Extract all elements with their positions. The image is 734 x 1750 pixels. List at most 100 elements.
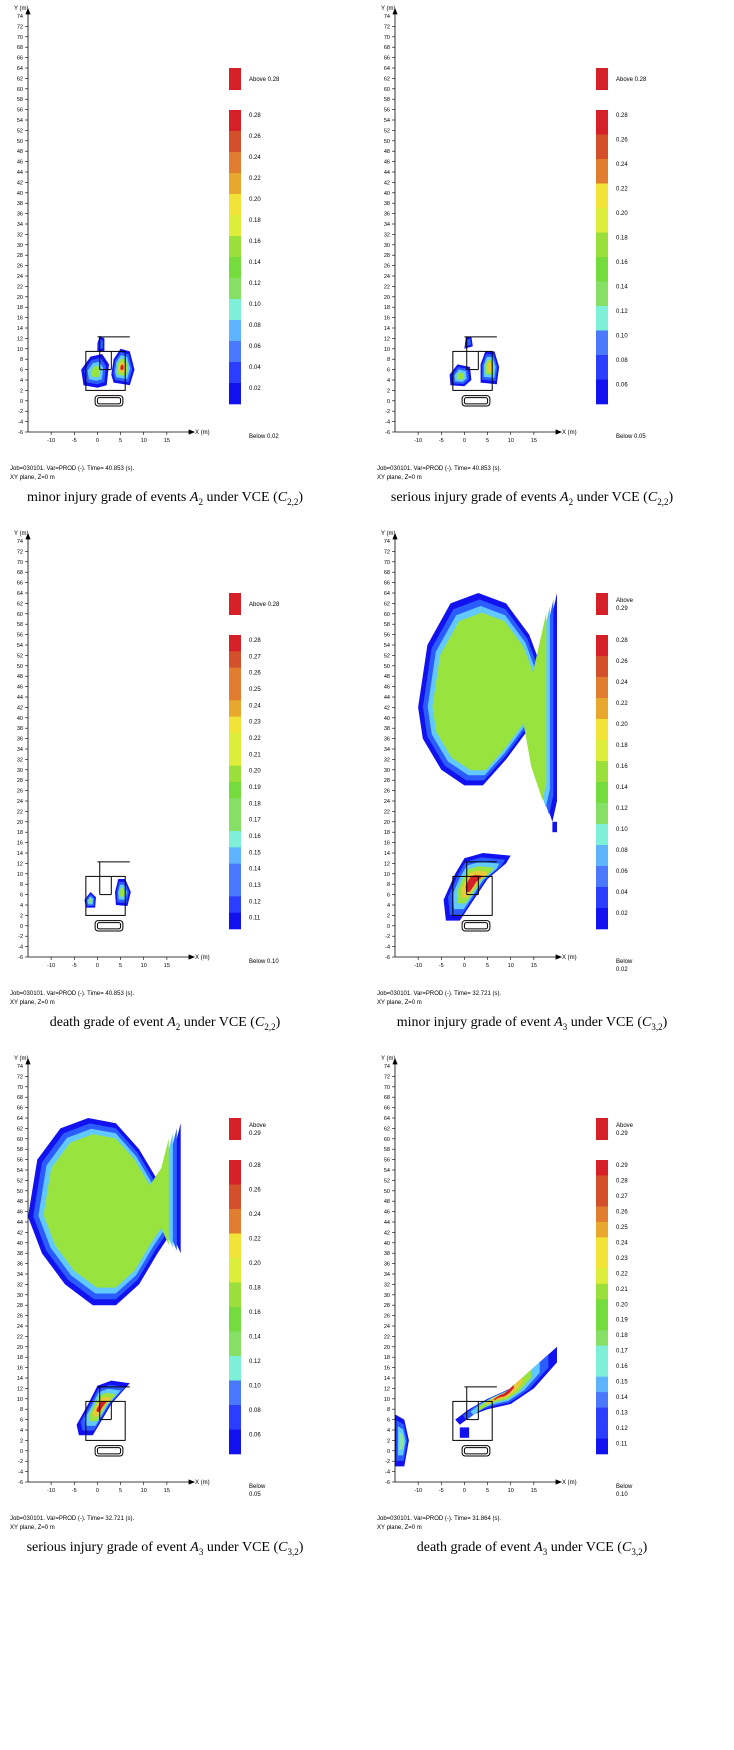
y-tick-label: -2: [18, 934, 23, 940]
caption-text: under VCE (: [573, 490, 648, 505]
caption-case-sub: 3,2: [631, 1546, 643, 1557]
y-tick-label: 28: [384, 778, 390, 784]
y-tick-label: 20: [384, 295, 390, 301]
y-tick-label: 26: [17, 1314, 23, 1320]
legend-above-label: Above 0.28: [616, 77, 647, 83]
caption-case-sub: 3,2: [651, 1021, 663, 1032]
plane-info-line: XY plane, Z=0 m: [10, 1000, 55, 1006]
plane-info-line: XY plane, Z=0 m: [377, 475, 422, 481]
y-tick-label: 74: [384, 539, 390, 545]
job-info-line: Job=030101. Var=PROD (-). Time= 40.853 (…: [377, 466, 501, 472]
legend-swatch: [229, 278, 241, 300]
y-tick-label: 72: [17, 549, 23, 555]
legend-level-label: 0.26: [249, 1188, 261, 1194]
legend-level-label: 0.08: [249, 323, 261, 329]
y-tick-label: 56: [17, 108, 23, 114]
y-axis-title: Y (m): [14, 1056, 29, 1062]
legend-swatch: [596, 1345, 608, 1362]
legend-swatch: [596, 719, 608, 741]
y-tick-label: 18: [384, 305, 390, 311]
x-axis-title: X (m): [195, 955, 210, 961]
y-tick-label: 14: [384, 326, 390, 332]
legend-swatch: [229, 1429, 241, 1455]
caption-text: serious injury grade of event: [26, 1540, 191, 1555]
legend-swatch: [229, 1184, 241, 1210]
plume-left-layer-3: [88, 898, 92, 903]
legend-level-label: 0.11: [616, 1442, 628, 1448]
figure-caption: minor injury grade of events A2 under VC…: [0, 490, 330, 507]
legend-swatch: [229, 257, 241, 279]
legend-below-label: 0.05: [249, 1492, 261, 1498]
y-tick-label: 4: [20, 903, 23, 909]
legend-level-label: 0.17: [249, 818, 261, 824]
legend-swatch: [596, 1221, 608, 1238]
y-tick-label: 2: [387, 388, 390, 394]
y-tick-label: 14: [384, 851, 390, 857]
y-tick-label: 18: [384, 830, 390, 836]
axes: [25, 532, 196, 960]
y-tick-label: 6: [387, 1418, 390, 1424]
tank-outline: [461, 395, 491, 407]
streak-plume-layer-5: [493, 1384, 514, 1401]
legend-level-label: 0.18: [616, 236, 628, 242]
legend-above-swatch: [229, 593, 241, 615]
y-tick-label: 64: [384, 1116, 390, 1122]
y-tick-label: 30: [384, 1293, 390, 1299]
legend-swatch: [229, 814, 241, 832]
legend-level-label: 0.22: [249, 176, 261, 182]
caption-event-sub: 3: [542, 1546, 548, 1557]
legend-swatch: [596, 1283, 608, 1300]
y-tick-label: 52: [384, 653, 390, 659]
y-tick-label: 38: [384, 726, 390, 732]
y-tick-label: 40: [17, 191, 23, 197]
y-tick-label: -2: [385, 1459, 390, 1465]
far-cloud-layer-3: [43, 1134, 169, 1288]
legend-swatch: [596, 1438, 608, 1455]
y-tick-label: 12: [384, 1386, 390, 1392]
y-tick-label: 8: [387, 357, 390, 363]
legend-swatch: [596, 635, 608, 657]
legend-swatch: [229, 1258, 241, 1283]
legend-level-label: 0.15: [249, 850, 261, 856]
y-tick-label: -6: [385, 430, 390, 436]
y-tick-label: 24: [17, 799, 23, 805]
contour-plot: Y (m)X (m)727068666462605856545250484644…: [10, 1056, 267, 1531]
y-tick-label: 60: [384, 612, 390, 618]
legend-above-swatch: [596, 68, 608, 90]
y-tick-label: 58: [17, 622, 23, 628]
legend-level-label: 0.17: [616, 1349, 628, 1355]
legend-swatch: [596, 1330, 608, 1346]
y-tick-label: 42: [384, 1230, 390, 1236]
x-tick-label: -5: [439, 963, 444, 969]
legend-level-label: 0.18: [249, 218, 261, 224]
legend-swatch: [596, 208, 608, 233]
y-tick-label: 18: [17, 305, 23, 311]
y-tick-label: 40: [384, 191, 390, 197]
y-tick-label: 24: [17, 1324, 23, 1330]
y-tick-label: 40: [384, 1241, 390, 1247]
legend-swatch: [229, 1209, 241, 1234]
legend-level-label: 0.26: [616, 659, 628, 665]
tank-outline: [96, 397, 122, 405]
y-tick-label: 22: [384, 284, 390, 290]
legend-swatch: [596, 887, 608, 909]
y-tick-label: 20: [17, 1345, 23, 1351]
y-tick-label: 40: [17, 716, 23, 722]
y-tick-label: 54: [17, 643, 23, 649]
legend-level-label: 0.06: [616, 869, 628, 875]
plume-group: [81, 335, 135, 388]
y-tick-label: 30: [384, 243, 390, 249]
x-tick-label: 5: [486, 1488, 489, 1494]
legend-swatch: [596, 257, 608, 282]
y-tick-label: 30: [17, 1293, 23, 1299]
legend-level-label: 0.20: [616, 1302, 628, 1308]
y-tick-label: 32: [17, 757, 23, 763]
legend-swatch: [229, 1356, 241, 1381]
legend-above-swatch: [229, 68, 241, 90]
y-tick-label: 50: [17, 139, 23, 145]
y-axis-arrow: [392, 532, 398, 540]
legend-level-label: 0.28: [249, 113, 261, 119]
legend-swatch: [596, 761, 608, 783]
legend-above-label: 0.29: [616, 1131, 628, 1137]
y-tick-label: 18: [17, 1355, 23, 1361]
